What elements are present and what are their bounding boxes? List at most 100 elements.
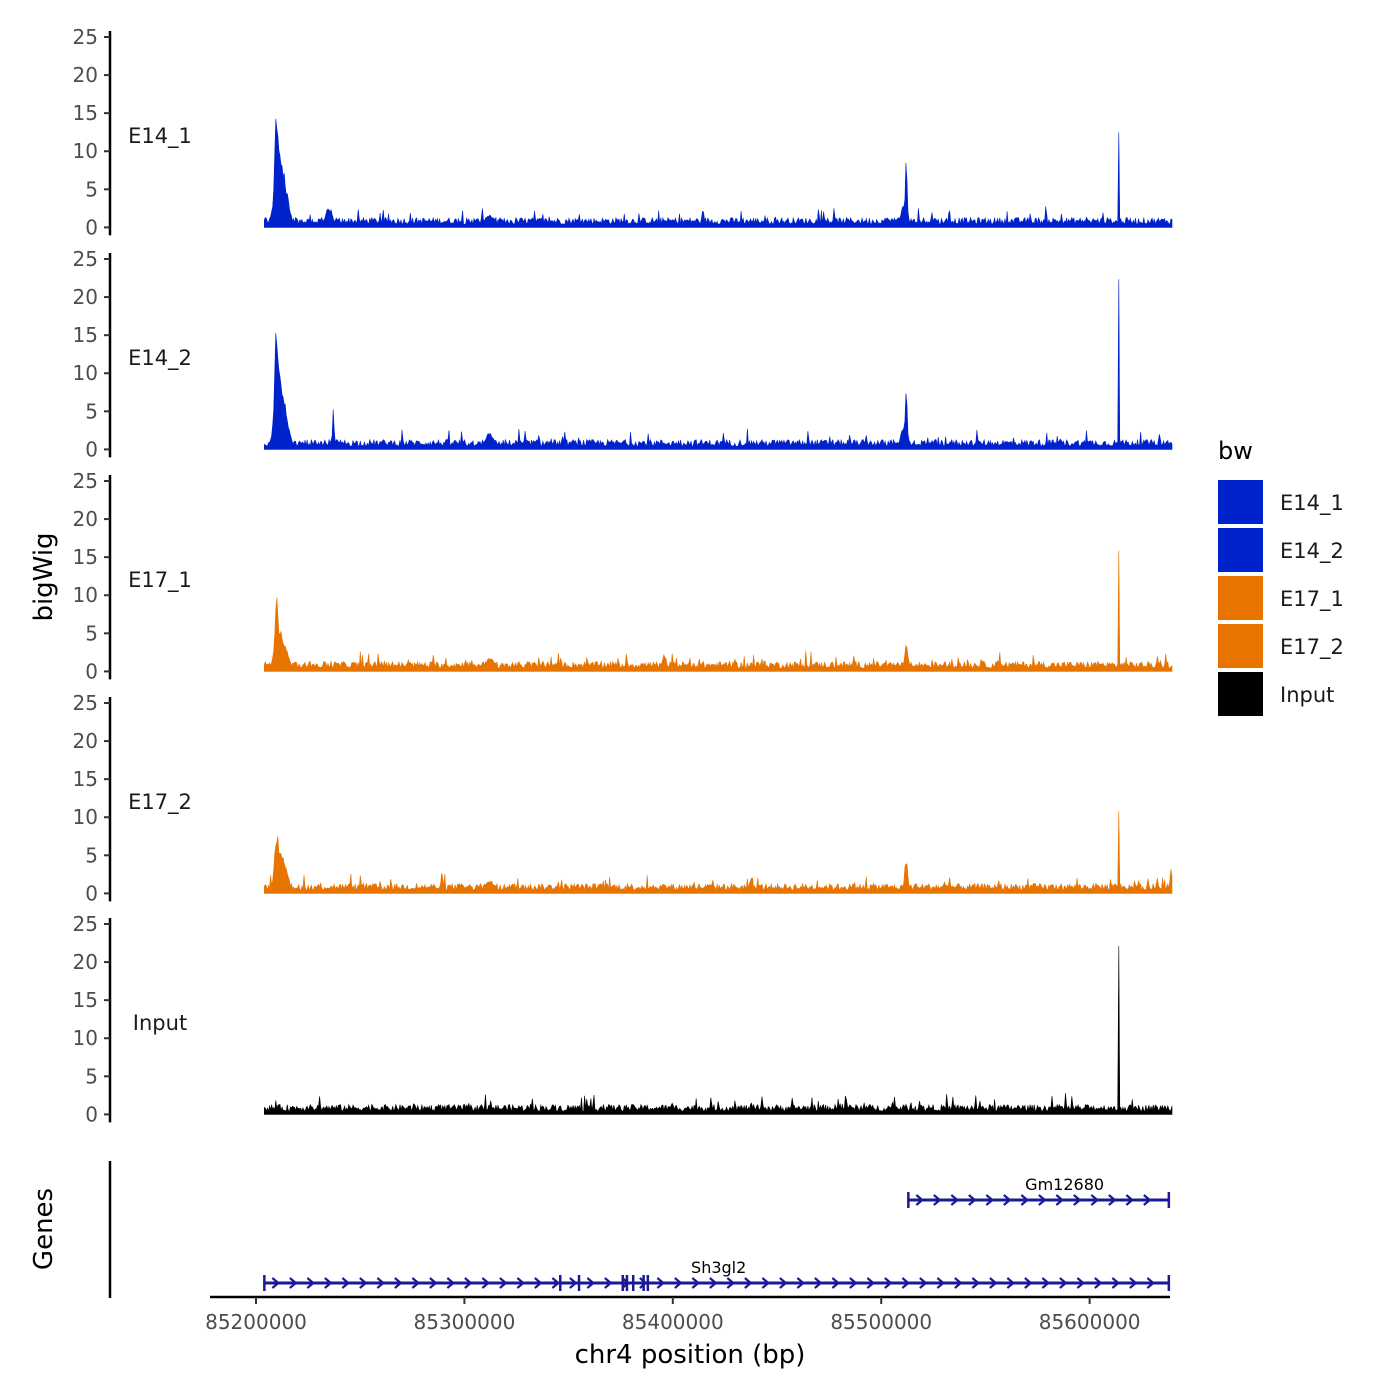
strand-arrow [586,1277,596,1289]
strand-arrow [1129,1277,1138,1289]
strand-arrow [534,1277,543,1289]
strand-arrow [674,1277,683,1289]
strand-arrow [569,1277,578,1289]
strand-arrow [1038,1194,1047,1206]
legend-label-E14_2: E14_2 [1280,539,1344,564]
strand-arrow [621,1277,631,1289]
legend-key-E17_1 [1218,576,1263,620]
strand-arrow [814,1277,823,1289]
signal-tracks: 0 5 10 15 20 25 E14_1 0 5 10 15 20 25 E14_2 0 5 10 15 20 25… [73,25,1173,1126]
strand-arrow [1094,1277,1103,1289]
legend-label-E14_1: E14_1 [1280,491,1344,516]
x-axis: chr4 position (bp) 85200000 85300000 85400… [205,1295,1170,1370]
strand-arrow [341,1277,351,1289]
strand-arrow [950,1194,960,1206]
strand-arrow [306,1277,316,1289]
x-tick-label: 85200000 [205,1310,307,1334]
strand-arrow [411,1277,421,1289]
strand-arrow [1059,1277,1068,1289]
strand-arrow [849,1277,858,1289]
y-tick-label: 20 [73,729,98,753]
strand-arrow [901,1277,911,1289]
y-tick-label: 5 [85,621,98,645]
legend-label-E17_2: E17_2 [1280,635,1344,660]
strand-arrow [831,1277,841,1289]
y-tick-label: 25 [73,691,98,715]
strand-arrow [989,1277,998,1289]
y-tick-label: 0 [85,881,98,905]
strand-arrow [971,1277,981,1289]
y-tick-label: 20 [73,950,98,974]
legend: bw E14_1 E14_2 E17_1 E17_2 Input [1218,437,1344,716]
x-tick-label: 85500000 [830,1310,932,1334]
y-tick-label: 5 [85,177,98,201]
x-axis-title: chr4 position (bp) [575,1340,806,1370]
strand-arrow [464,1277,473,1289]
legend-label-E17_1: E17_1 [1280,587,1344,612]
y-tick-label: 15 [73,101,98,125]
y-tick-label: 5 [85,1064,98,1088]
y-axis-title: bigWig [29,532,59,621]
x-tick-label: 85600000 [1039,1310,1141,1334]
track-E17_1: 0 5 10 15 20 25 E17_1 [73,469,1173,683]
strand-arrow [499,1277,508,1289]
strand-arrow [359,1277,368,1289]
signal-area-E14_1 [264,118,1173,228]
strand-arrow [936,1277,946,1289]
y-tick-label: 10 [73,361,98,385]
y-tick-label: 10 [73,139,98,163]
strand-arrow [1111,1277,1121,1289]
gene-label-Sh3gl2: Sh3gl2 [691,1258,746,1277]
signal-area-Input [264,945,1173,1115]
strand-arrow [915,1194,925,1206]
y-tick-label: 0 [85,437,98,461]
y-tick-label: 25 [73,912,98,936]
strand-arrow [604,1277,613,1289]
gene-Sh3gl2: Sh3gl2 [263,1258,1171,1291]
track-E14_2: 0 5 10 15 20 25 E14_2 [73,247,1173,461]
strand-arrow [376,1277,386,1289]
strand-arrow [429,1277,438,1289]
strand-arrow [954,1277,963,1289]
strand-arrow [324,1277,333,1289]
strand-arrow [271,1277,281,1289]
strand-arrow [1055,1194,1065,1206]
y-tick-label: 25 [73,247,98,271]
strand-arrow [933,1194,942,1206]
strand-arrow [968,1194,977,1206]
strand-arrow [1125,1194,1135,1206]
y-axis-title-group: bigWig [29,532,59,621]
y-tick-label: 0 [85,659,98,683]
strand-arrow [919,1277,928,1289]
y-tick-label: 0 [85,1102,98,1126]
strand-arrow [481,1277,491,1289]
legend-title: bw [1218,437,1253,465]
strand-arrow [1146,1277,1156,1289]
strand-arrow [1006,1277,1016,1289]
y-tick-label: 15 [73,988,98,1012]
gene-Gm12680: Gm12680 [907,1175,1171,1208]
track-E17_2: 0 5 10 15 20 25 E17_2 [73,691,1173,905]
strand-arrow [779,1277,788,1289]
strand-arrow [796,1277,806,1289]
y-tick-label: 15 [73,323,98,347]
y-tick-label: 5 [85,399,98,423]
strand-arrow [709,1277,718,1289]
y-tick-label: 25 [73,469,98,493]
y-tick-label: 20 [73,285,98,309]
genes-track-title: Genes [29,1188,59,1270]
signal-area-E17_2 [264,811,1173,894]
strand-arrow [394,1277,403,1289]
strand-arrow [1024,1277,1033,1289]
strand-arrow [656,1277,666,1289]
strand-arrow [1108,1194,1117,1206]
y-tick-label: 10 [73,1026,98,1050]
strand-arrow [446,1277,456,1289]
strand-arrow [516,1277,526,1289]
strand-arrow [726,1277,736,1289]
strand-arrow [1090,1194,1100,1206]
legend-key-Input [1218,672,1263,716]
genes-track: Genes Sh3gl2 Gm12680 [29,1161,1171,1298]
track-Input: 0 5 10 15 20 25 Input [73,912,1173,1126]
